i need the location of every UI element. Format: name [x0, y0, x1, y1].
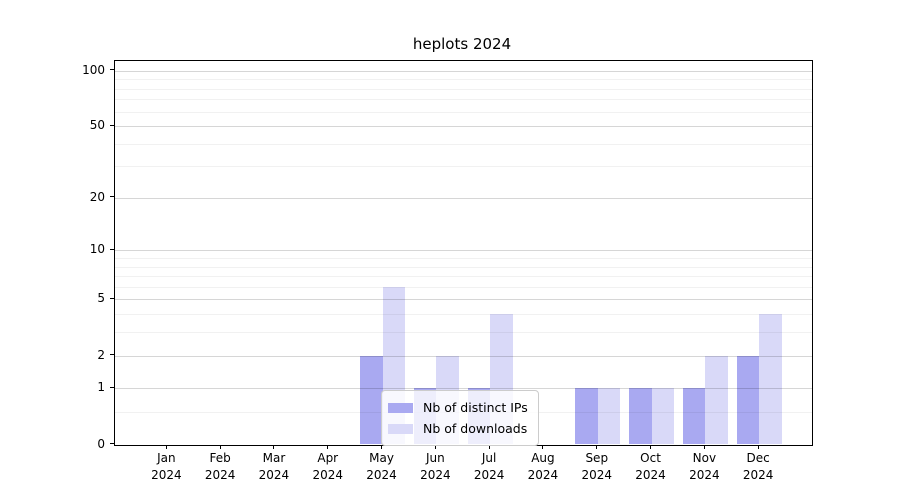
x-tick-label-apr: Apr 2024 — [312, 450, 344, 482]
gridline-minor — [114, 143, 812, 145]
gridline-major — [114, 126, 812, 128]
gridline-minor — [114, 111, 812, 113]
y-tick-label: 2 — [97, 347, 105, 362]
y-tick-label: 10 — [89, 242, 105, 257]
gridline-major — [114, 388, 812, 390]
gridline-minor — [114, 332, 812, 334]
x-tick-mark — [596, 444, 598, 449]
x-tick-label-mar: Mar 2024 — [258, 450, 290, 482]
y-tick-mark — [109, 443, 114, 444]
x-tick-label-dec: Dec 2024 — [742, 450, 774, 482]
x-tick-mark — [650, 444, 652, 449]
bar-downloads-sep — [597, 388, 621, 445]
gridline-major — [114, 250, 812, 252]
x-tick-mark — [434, 444, 436, 449]
bar-distinct-ips-sep — [575, 388, 598, 445]
y-tick-mark — [109, 354, 114, 356]
bar-downloads-nov — [705, 355, 728, 445]
gridline-minor — [114, 258, 812, 260]
bar-distinct-ips-nov — [682, 388, 706, 445]
bar-distinct-ips-dec — [736, 355, 760, 445]
legend-item-downloads: Nb of downloads — [388, 418, 528, 439]
x-tick-mark — [381, 444, 383, 449]
y-tick-label: 50 — [89, 118, 105, 133]
legend: Nb of distinct IPs Nb of downloads — [381, 390, 539, 446]
bar-distinct-ips-oct — [629, 388, 652, 445]
y-tick-mark — [109, 124, 114, 126]
x-tick-mark — [273, 444, 275, 449]
gridline-minor — [114, 79, 812, 81]
x-tick-label-jan: Jan 2024 — [151, 450, 182, 482]
gridline-minor — [114, 88, 812, 90]
gridline-major — [114, 197, 812, 199]
x-tick-mark — [542, 444, 544, 449]
x-tick-label-oct: Oct 2024 — [635, 450, 666, 482]
y-tick-mark — [109, 386, 114, 388]
bar-downloads-oct — [651, 388, 675, 445]
bar-distinct-ips-may — [360, 355, 383, 445]
x-tick-label-aug: Aug 2024 — [527, 450, 559, 482]
x-tick-mark — [327, 444, 329, 449]
y-tick-label: 100 — [82, 62, 105, 77]
gridline-major — [114, 70, 812, 72]
gridline-major — [114, 355, 812, 357]
x-tick-label-jul: Jul 2024 — [473, 450, 505, 482]
plot-area — [113, 60, 813, 446]
gridline-minor — [114, 266, 812, 268]
x-tick-mark — [757, 444, 759, 449]
gridline-minor — [114, 166, 812, 168]
x-tick-label-feb: Feb 2024 — [204, 450, 236, 482]
x-tick-mark — [165, 444, 167, 449]
y-tick-label: 20 — [89, 189, 105, 204]
x-tick-label-nov: Nov 2024 — [689, 450, 720, 482]
bar-downloads-dec — [759, 314, 782, 445]
x-tick-label-may: May 2024 — [366, 450, 397, 482]
x-tick-mark — [488, 444, 490, 449]
gridline-major — [114, 299, 812, 301]
y-tick-mark — [109, 196, 114, 198]
gridline-minor — [114, 314, 812, 316]
legend-label-downloads: Nb of downloads — [423, 421, 528, 436]
legend-label-distinct-ips: Nb of distinct IPs — [423, 400, 528, 415]
legend-swatch-downloads — [388, 423, 413, 434]
chart-title: heplots 2024 — [412, 35, 512, 53]
gridline-minor — [114, 276, 812, 278]
y-tick-label: 0 — [97, 436, 105, 451]
y-tick-mark — [109, 297, 114, 299]
x-tick-label-jun: Jun 2024 — [420, 450, 451, 482]
x-tick-label-sep: Sep 2024 — [581, 450, 613, 482]
x-tick-mark — [219, 444, 221, 449]
y-tick-label: 1 — [97, 380, 105, 395]
x-tick-mark — [703, 444, 705, 449]
gridline-minor — [114, 286, 812, 288]
y-tick-label: 5 — [97, 291, 105, 306]
y-tick-mark — [109, 248, 114, 250]
gridline-minor — [114, 99, 812, 101]
y-tick-mark — [109, 69, 114, 71]
legend-swatch-distinct-ips — [388, 402, 413, 413]
legend-item-distinct-ips: Nb of distinct IPs — [388, 397, 528, 418]
